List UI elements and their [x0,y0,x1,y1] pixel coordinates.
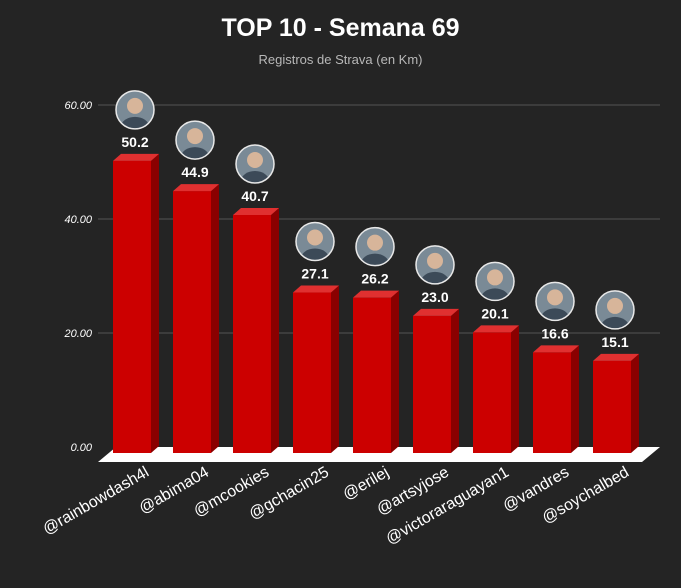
y-tick-label: 0.00 [71,442,93,454]
avatar-body [421,271,449,284]
avatar-head [547,289,563,306]
avatar-body [601,316,629,329]
avatar-icon [115,90,155,130]
data-label: 40.7 [241,188,268,204]
avatar-head [307,229,323,246]
bar-top [353,290,399,298]
bar-front [173,191,211,453]
y-tick-label: 40.00 [64,214,92,226]
avatar-figure [421,252,449,284]
bar-side [271,208,279,453]
bar [533,345,579,453]
bar-side [151,153,159,454]
avatar-body [481,288,509,301]
y-tick-label: 20.00 [63,328,92,340]
bar-top [413,308,459,316]
bar-side [631,353,639,453]
avatar-ring [595,290,635,330]
avatar-icon [235,144,275,184]
avatar-ring [355,226,395,267]
y-tick-label: 60.00 [64,100,92,112]
avatar-body [301,248,329,261]
avatar-head [187,128,203,145]
bar-front [413,315,451,453]
bar-top [533,345,579,353]
bar-side [571,345,579,453]
bar [353,290,399,453]
data-label: 16.6 [541,325,568,341]
avatar-ring [535,281,575,322]
bar-front [473,332,511,453]
avatar-ring [295,221,335,262]
avatar-head [127,97,143,114]
bar-front [233,215,271,453]
avatar-icon [175,120,215,160]
avatar-figure [361,234,389,266]
x-tick-label: @rainbowdash4l [40,464,152,538]
avatar-figure [181,128,209,160]
avatar-figure [301,229,329,261]
bar [473,325,519,453]
avatar-body [361,253,389,266]
chart-subtitle: Registros de Strava (en Km) [258,52,423,67]
avatar-body [181,147,209,160]
avatar-body [121,116,149,129]
bar-side [391,290,399,453]
avatar-body [541,308,569,321]
avatar-head [487,269,503,286]
avatar-head [367,234,383,251]
avatar-ring [175,120,215,160]
bar-top [473,325,519,333]
bar-side [511,325,519,453]
avatar-figure [241,152,269,184]
avatar-icon [595,290,635,330]
data-label: 44.9 [181,164,208,180]
bar-front [533,352,571,453]
avatar-icon [415,245,455,285]
data-label: 23.0 [421,289,448,305]
bar [113,153,159,454]
bar [413,308,459,453]
bar [233,208,279,453]
data-label: 26.2 [361,271,388,287]
bar [293,285,339,453]
avatar-head [427,252,443,269]
avatar-figure [601,297,629,329]
avatar-ring [475,261,515,302]
bar-side [451,308,459,453]
avatar-figure [481,269,509,301]
avatar-ring [235,144,275,184]
bar-front [293,292,331,453]
chart-title: TOP 10 - Semana 69 [221,14,460,42]
bar-front [353,297,391,453]
bar-top [593,353,639,361]
avatar-body [241,171,269,184]
bar [173,184,219,453]
bar [593,353,639,453]
avatar-ring [415,245,455,285]
avatar-figure [121,97,149,129]
bar-side [331,285,339,453]
bar-front [113,160,151,454]
avatar-icon [355,226,395,267]
bar-top [173,184,219,192]
avatar-figure [541,289,569,321]
data-label: 20.1 [481,305,508,321]
avatar-head [247,152,263,169]
avatar-icon [475,261,515,302]
avatar-head [607,297,623,314]
bar-top [233,208,279,216]
bar-side [211,184,219,453]
data-label: 27.1 [301,266,328,282]
bar-top [293,285,339,293]
bar-top [113,153,159,161]
bars [113,153,639,454]
avatar-icon [295,221,335,262]
data-label: 50.2 [121,134,148,150]
avatar-ring [115,90,155,130]
bar-front [593,360,631,453]
avatar-icon [535,281,575,322]
data-label: 15.1 [601,334,628,350]
